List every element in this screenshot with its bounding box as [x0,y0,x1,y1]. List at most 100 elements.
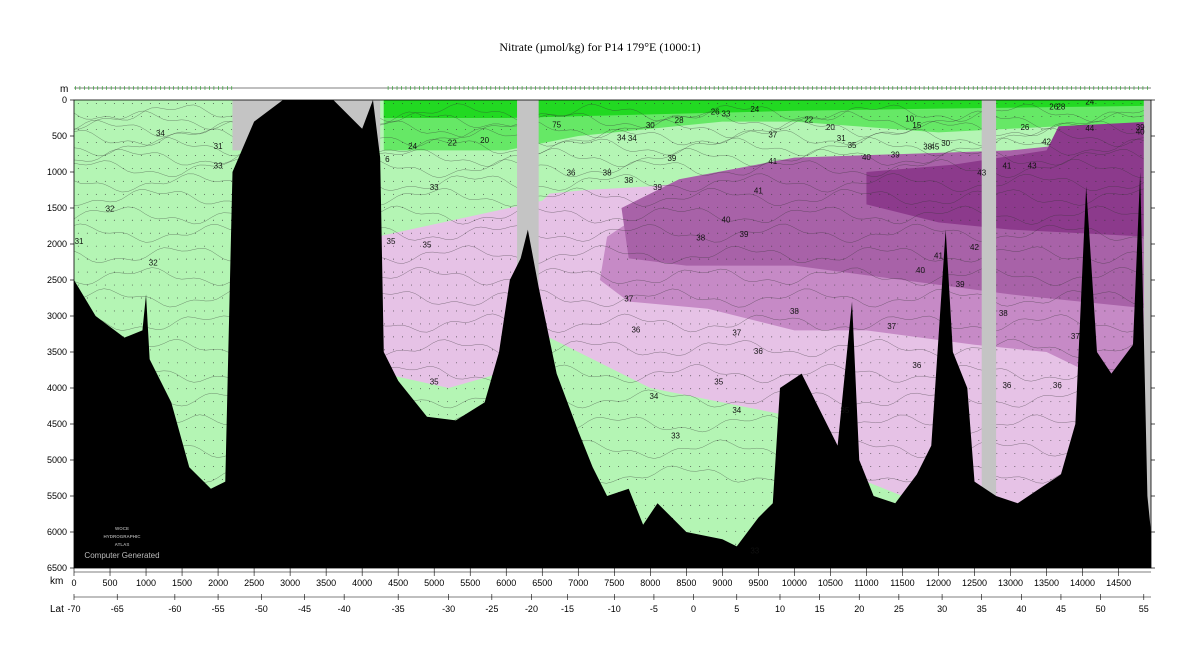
sample-dot [870,193,872,195]
sample-dot [654,103,656,105]
y-tick-label: 5000 [47,455,67,465]
sample-dot [663,453,665,454]
sample-dot [1032,323,1034,325]
sample-dot [690,388,692,390]
sample-dot [870,116,872,118]
sample-dot [176,349,178,351]
sample-dot [176,362,178,364]
sample-dot [834,271,836,273]
sample-dot [185,206,187,208]
sample-dot [672,129,674,130]
sample-dot [1023,388,1025,390]
sample-dot [167,103,169,105]
sample-dot [429,388,430,390]
sample-dot [825,375,827,377]
sample-dot [681,453,683,454]
sample-dot [77,284,79,286]
sample-dot [618,478,620,480]
sample-dot [555,206,557,208]
sample-dot [672,401,674,403]
sample-dot [474,245,475,247]
sample-dot [573,180,575,182]
sample-dot [447,336,448,338]
sample-dot [996,116,998,118]
sample-dot [897,245,899,247]
sample-dot [753,401,755,403]
y-tick-label: 1000 [47,167,67,177]
sample-dot [834,362,836,364]
sample-dot [1104,232,1106,234]
sample-dot [447,193,448,195]
sample-dot [924,440,926,442]
sample-dot [384,193,385,195]
sample-dot [447,401,448,403]
sample-dot [402,297,403,299]
sample-dot [194,154,196,156]
sample-dot [906,154,908,156]
sample-dot [636,336,638,338]
sample-dot [609,466,611,467]
sample-dot [708,323,710,325]
sample-dot [816,297,818,299]
sample-dot [924,154,926,156]
sample-dot [1023,466,1025,467]
sample-dot [672,478,674,480]
sample-dot [942,219,944,221]
sample-dot [582,167,584,169]
sample-dot [924,258,926,260]
sample-dot [744,388,746,390]
sample-dot [879,245,881,247]
contour-label: 30 [646,121,655,130]
sample-dot [753,219,755,221]
sample-dot [591,297,593,299]
sample-dot [897,284,899,286]
sample-dot [77,142,79,143]
sample-dot [474,116,475,118]
sample-dot [717,453,719,454]
sample-dot [879,167,881,169]
sample-dot [825,284,827,286]
sample-dot [564,297,566,299]
x-tick-label: 1000 [136,578,156,588]
sample-dot [1140,180,1142,182]
sample-dot [122,167,124,169]
sample-dot [149,349,151,351]
sample-dot [834,375,836,377]
sample-dot [1041,232,1043,234]
sample-dot [897,349,899,351]
sample-dot [843,245,845,247]
sample-dot [203,414,205,416]
sample-dot [897,193,899,195]
sample-dot [861,414,863,416]
lat-tick-label: -35 [392,604,405,614]
sample-dot [789,245,791,247]
sample-dot [546,219,548,221]
sample-dot [978,336,980,338]
sample-dot [780,206,782,208]
sample-dot [681,271,683,273]
sample-dot [149,167,151,169]
contour-label: 34 [617,133,626,142]
sample-dot [933,103,935,105]
sample-dot [906,414,908,416]
sample-dot [1131,206,1133,208]
sample-dot [1104,193,1106,195]
sample-dot [870,129,872,130]
sample-dot [618,414,620,416]
sample-dot [221,401,223,403]
sample-dot [861,167,863,169]
sample-dot [221,116,223,118]
sample-dot [1104,167,1106,169]
sample-dot [510,206,512,208]
sample-dot [762,453,764,454]
sample-dot [402,375,403,377]
sample-dot [402,206,403,208]
sample-dot [888,440,890,442]
sample-dot [618,401,620,403]
sample-dot [951,154,953,156]
sample-dot [627,129,629,130]
sample-dot [933,116,935,118]
sample-dot [636,504,638,506]
sample-dot [969,271,971,273]
sample-dot [663,310,665,312]
